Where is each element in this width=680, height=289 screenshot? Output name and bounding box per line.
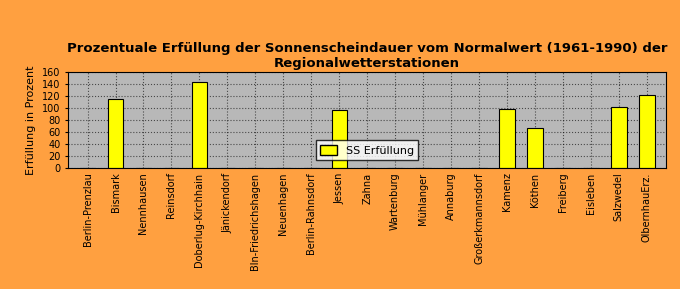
Bar xyxy=(192,82,207,168)
Bar xyxy=(332,110,347,168)
Bar xyxy=(527,128,543,168)
Title: Prozentuale Erfüllung der Sonnenscheindauer vom Normalwert (1961-1990) der
Regio: Prozentuale Erfüllung der Sonnenscheinda… xyxy=(67,42,668,70)
Legend: SS Erfüllung: SS Erfüllung xyxy=(316,140,418,160)
Bar xyxy=(639,95,655,168)
Bar xyxy=(611,107,626,168)
Bar xyxy=(499,109,515,168)
Y-axis label: Erfüllung in Prozent: Erfüllung in Prozent xyxy=(27,65,36,175)
Bar xyxy=(108,99,123,168)
